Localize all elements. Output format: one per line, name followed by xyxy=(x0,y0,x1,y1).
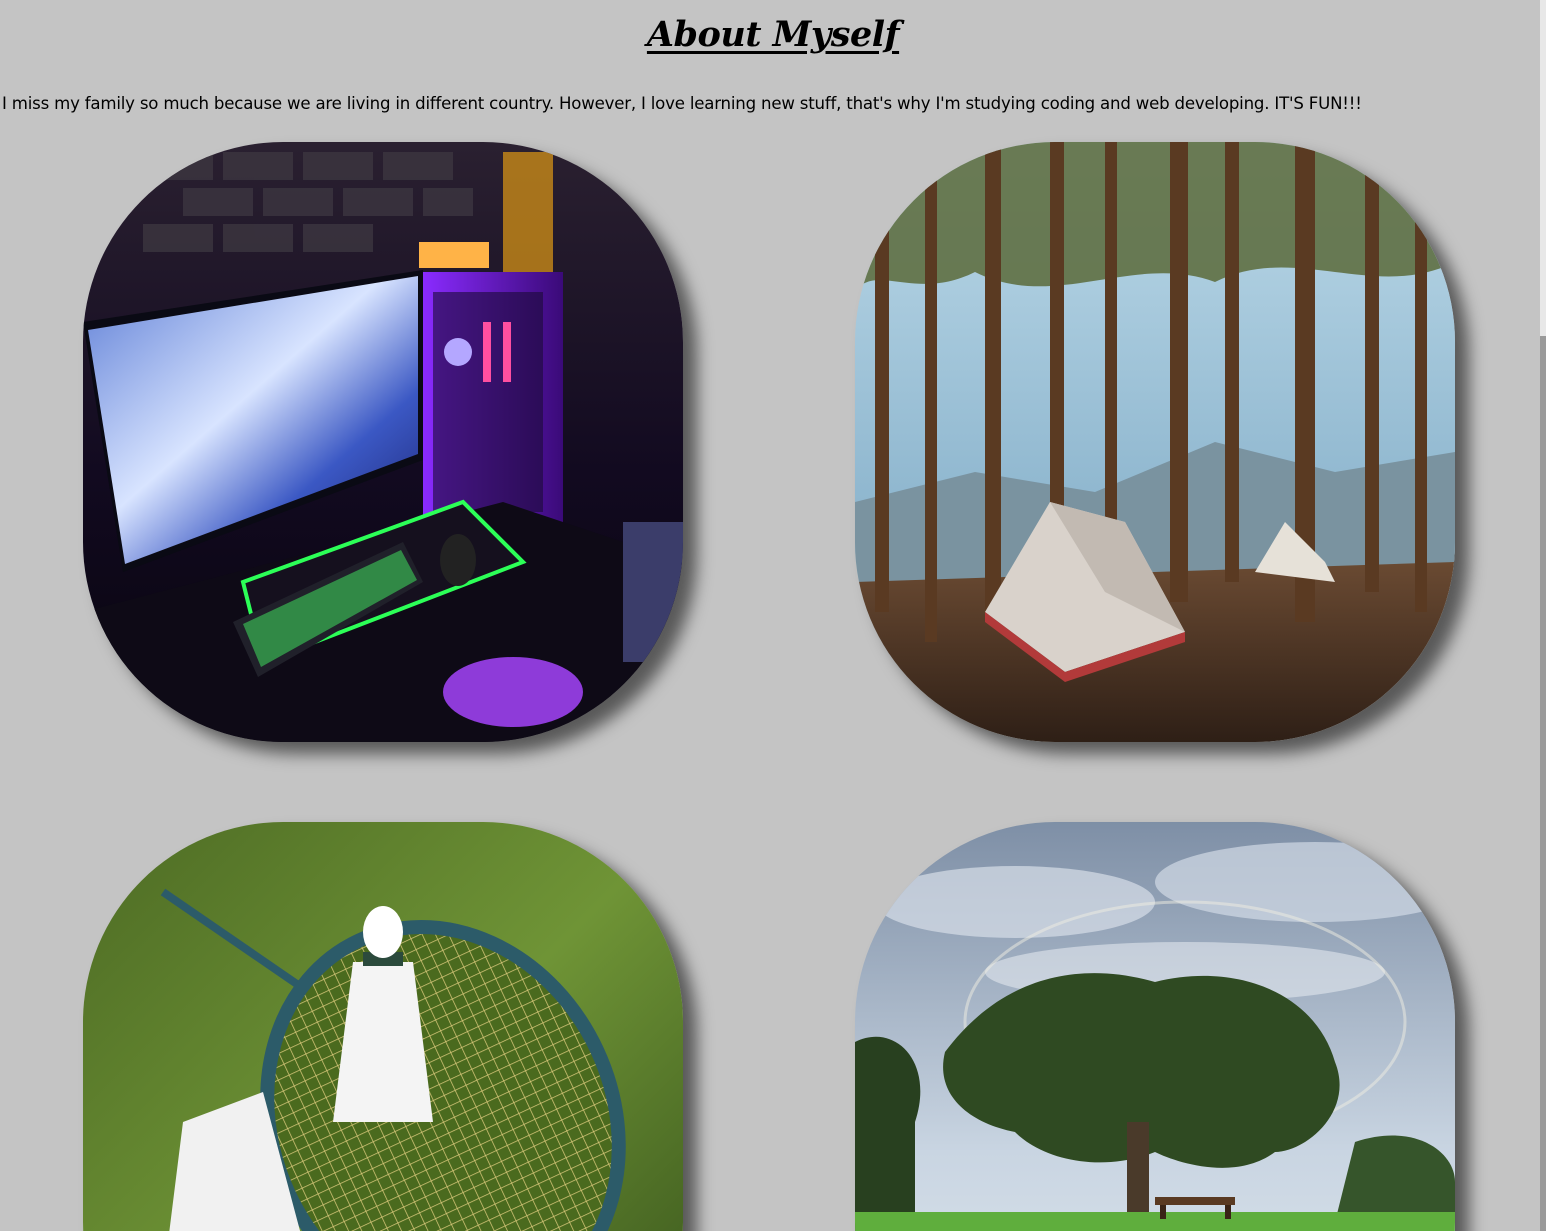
scrollbar-thumb[interactable] xyxy=(1540,336,1546,1231)
park-tree-photo xyxy=(855,822,1455,1231)
page-scrollbar[interactable] xyxy=(1540,0,1546,1231)
intro-text: I miss my family so much because we are … xyxy=(2,94,1362,113)
camping-tent-photo xyxy=(855,142,1455,742)
gaming-setup-photo xyxy=(83,142,683,742)
page-title: About Myself xyxy=(646,14,900,55)
badminton-photo xyxy=(83,822,683,1231)
